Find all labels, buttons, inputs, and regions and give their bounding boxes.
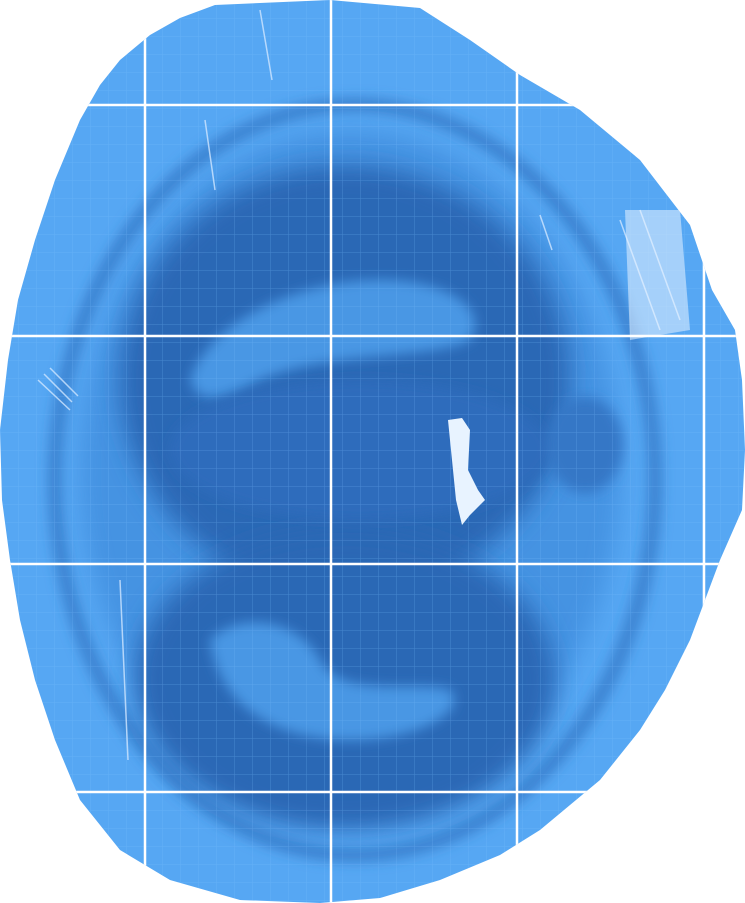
right-edge-artifact (625, 210, 690, 340)
